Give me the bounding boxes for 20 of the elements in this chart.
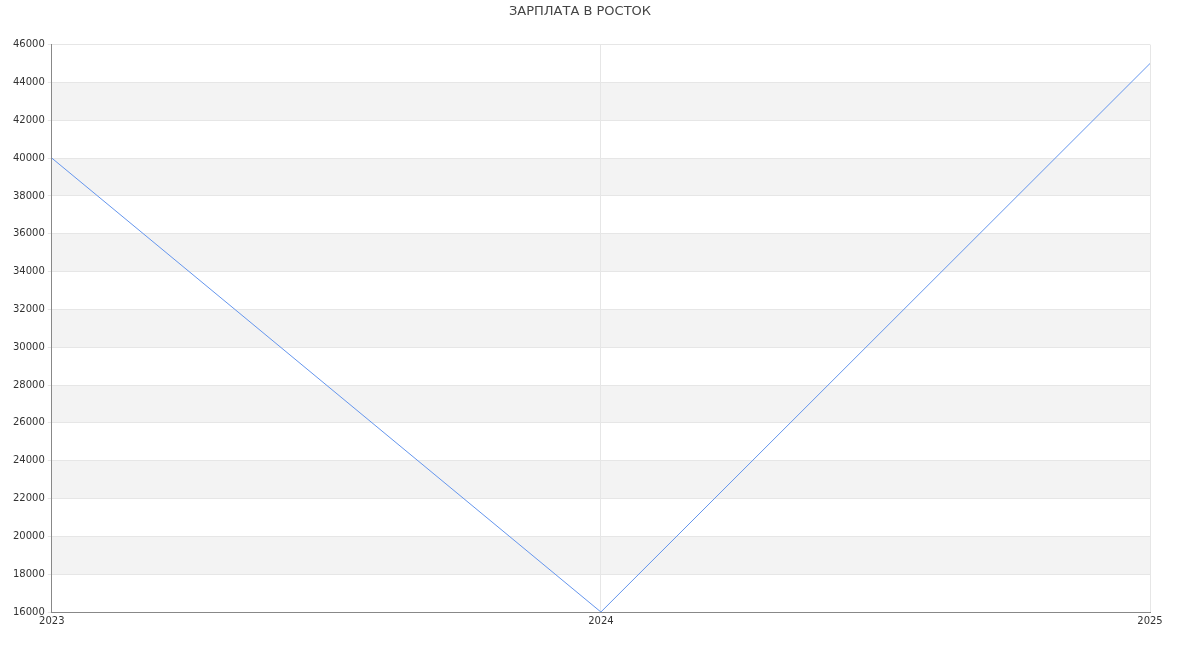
y-tick-label: 18000 (13, 567, 45, 579)
y-tick-label: 16000 (13, 605, 45, 617)
y-tick-label: 38000 (13, 189, 45, 201)
x-tick-label: 2024 (588, 614, 614, 626)
x-tick-label: 2025 (1137, 614, 1163, 626)
y-tick-label: 26000 (13, 416, 45, 428)
y-tick-label: 36000 (13, 227, 45, 239)
y-tick-label: 42000 (13, 113, 45, 125)
y-tick-label: 24000 (13, 454, 45, 466)
y-tick-label: 20000 (13, 529, 45, 541)
y-tick-label: 46000 (13, 38, 45, 50)
y-tick-label: 34000 (13, 265, 45, 277)
y-tick-label: 28000 (13, 378, 45, 390)
y-tick-label: 32000 (13, 302, 45, 314)
chart-title: ЗАРПЛАТА В РОСТОК (508, 3, 652, 19)
y-tick-label: 40000 (13, 151, 45, 163)
x-tick-label: 2023 (39, 614, 65, 626)
y-tick-label: 30000 (13, 340, 45, 352)
y-tick-label: 22000 (13, 492, 45, 504)
y-tick-label: 44000 (13, 76, 45, 88)
